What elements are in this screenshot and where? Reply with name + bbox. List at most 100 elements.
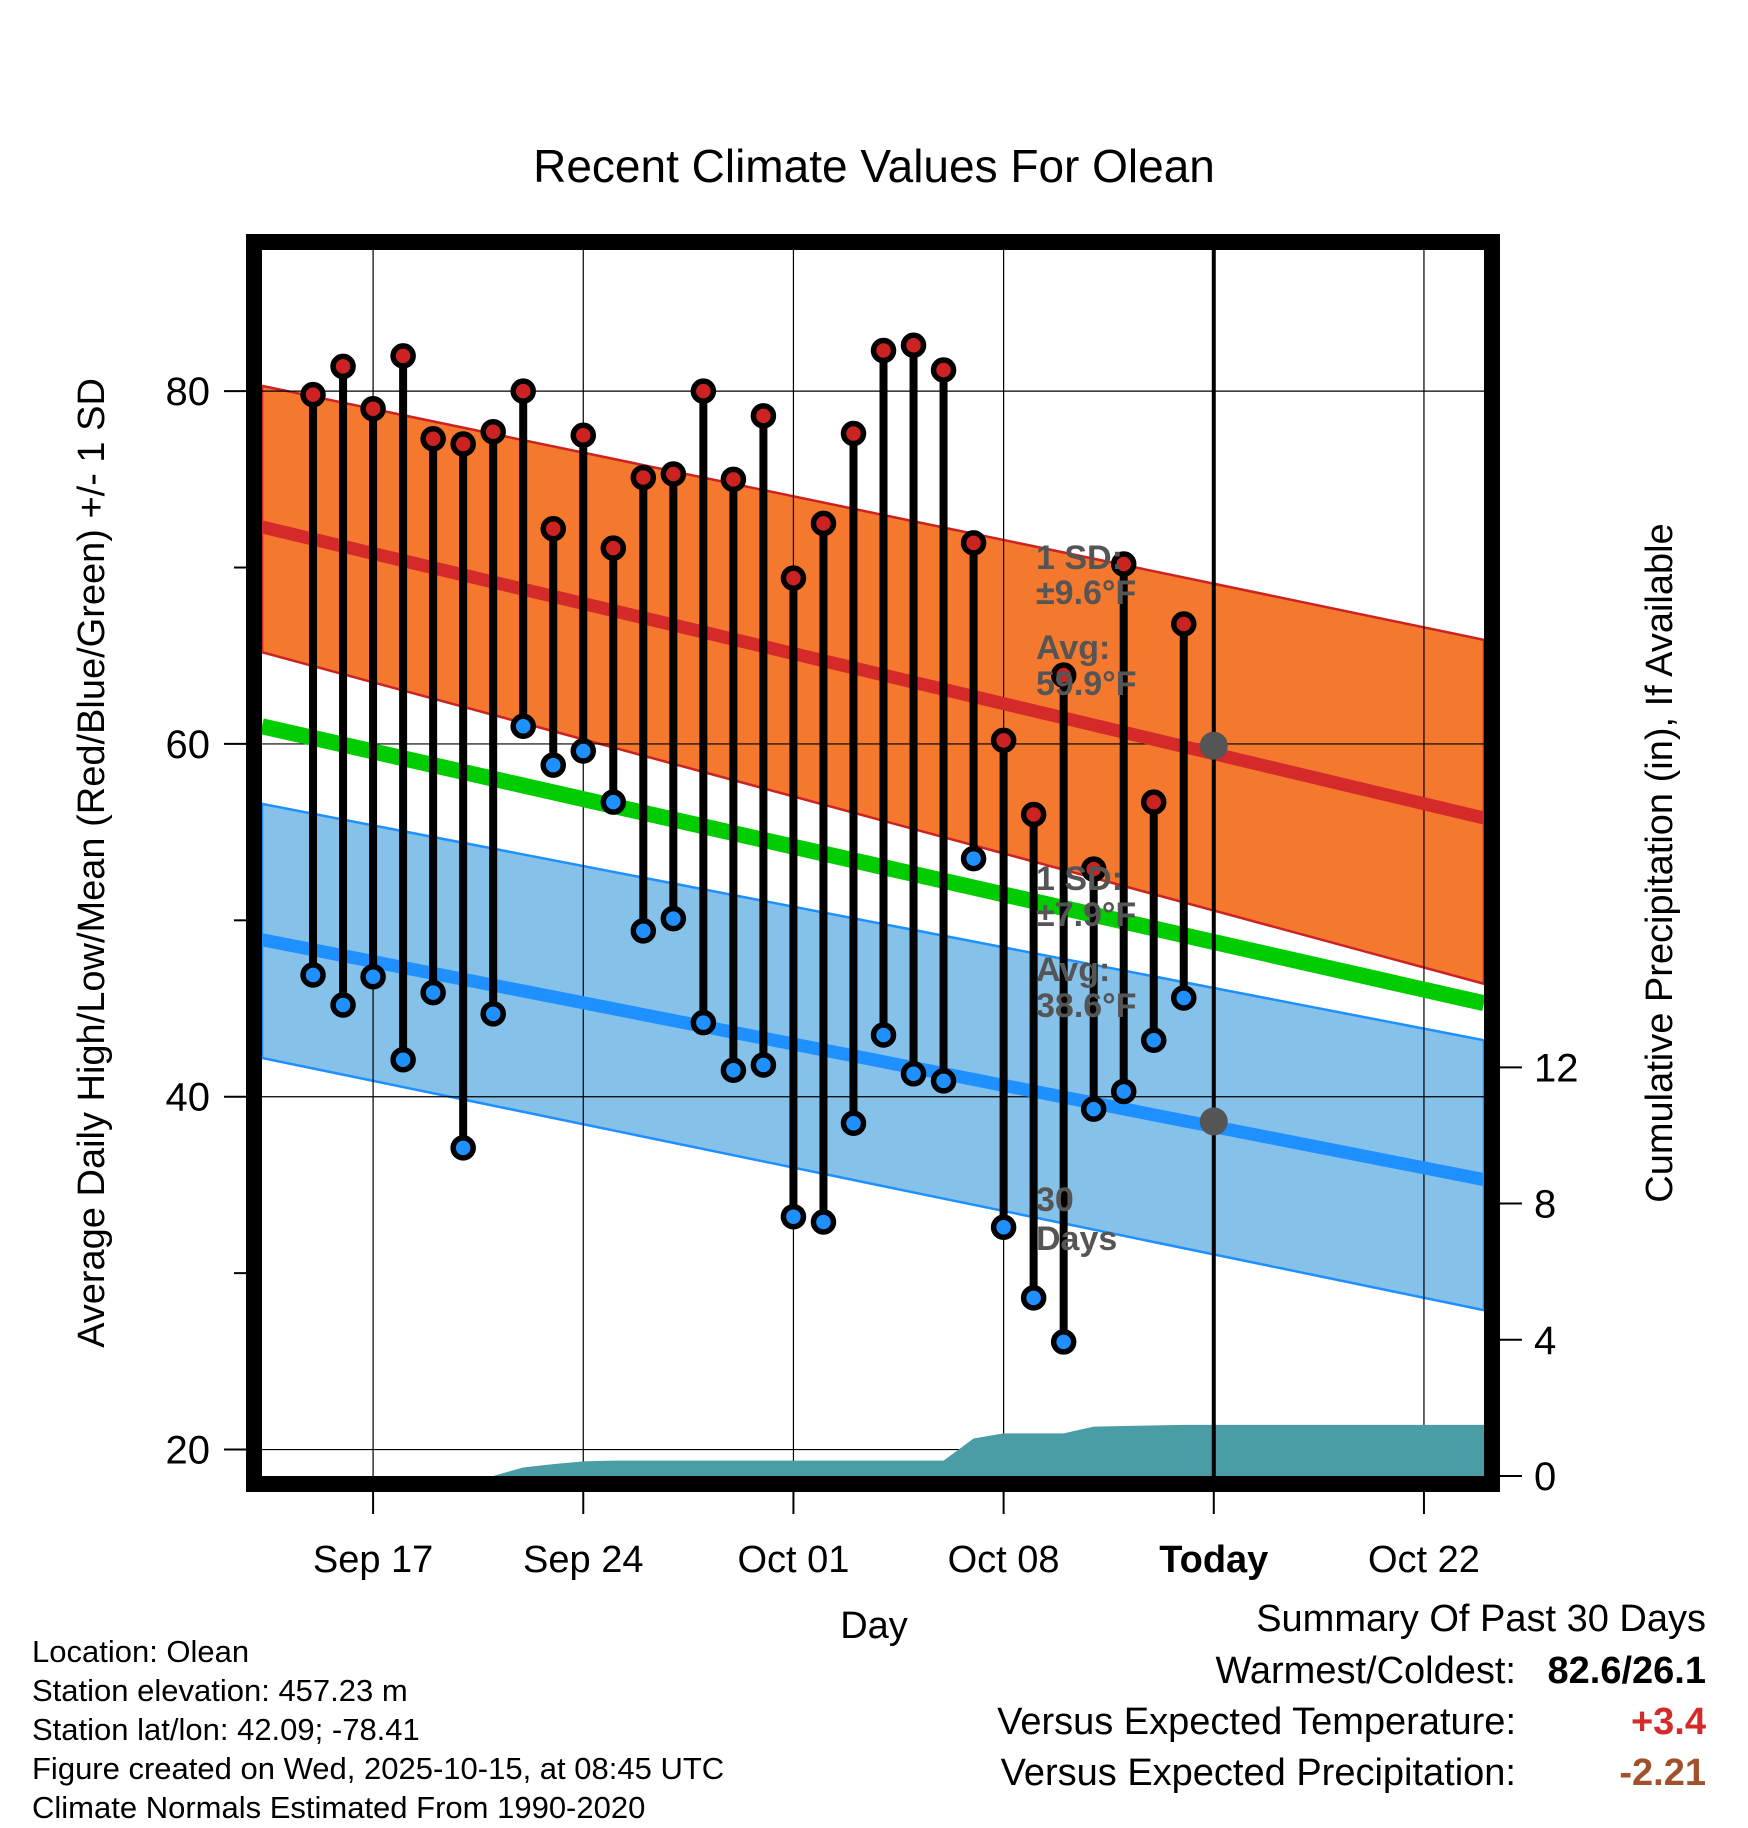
high-point-14 — [690, 378, 717, 404]
low-point-9 — [540, 752, 566, 778]
low-point-20 — [870, 1022, 897, 1048]
summary-temp-label: Versus Expected Temperature: — [997, 1701, 1516, 1743]
y-tick-label-60: 60 — [166, 723, 211, 767]
high-point-5 — [420, 426, 446, 452]
high-point-20 — [870, 337, 897, 364]
x-tick-label-1: Sep 24 — [523, 1539, 643, 1581]
y2-tick-label-8: 8 — [1534, 1183, 1556, 1227]
low-point-4 — [390, 1046, 416, 1073]
high-avg-label: Avg: — [1036, 629, 1110, 667]
low-point-16 — [750, 1052, 777, 1078]
summary-precip-label: Versus Expected Precipitation: — [1000, 1752, 1516, 1794]
info-created: Figure created on Wed, 2025-10-15, at 08… — [32, 1751, 725, 1786]
high-point-29 — [1140, 789, 1167, 815]
info-location: Location: Olean — [32, 1634, 250, 1669]
low-point-24 — [990, 1214, 1017, 1241]
y2-tick-label-4: 4 — [1534, 1319, 1556, 1363]
plot-overlay: 20 40 60 80 0 4 8 12 Sep 17 Sep 24 Oct 01 Oct 08 Tod… — [166, 234, 1579, 1581]
high-point-11 — [600, 535, 627, 561]
low-point-27 — [1080, 1096, 1107, 1122]
low-point-5 — [420, 979, 446, 1006]
low-sd-value: ±7.9°F — [1036, 896, 1136, 934]
high-point-18 — [810, 510, 837, 537]
low-point-18 — [810, 1209, 837, 1235]
today-high-avg-marker — [1199, 731, 1228, 760]
plot-frame — [246, 234, 1500, 1492]
low-point-26 — [1050, 1329, 1077, 1355]
low-point-30 — [1171, 985, 1197, 1011]
x-tick-label-0: Sep 17 — [313, 1539, 433, 1581]
summary-warmest-label: Warmest/Coldest: — [1215, 1650, 1516, 1692]
info-elevation: Station elevation: 457.23 m — [32, 1673, 408, 1708]
low-point-15 — [720, 1057, 747, 1084]
summary-warmest-row: Warmest/Coldest: 82.6/26.1 — [1215, 1650, 1706, 1693]
high-point-25 — [1020, 801, 1047, 828]
high-point-22 — [930, 357, 957, 383]
low-avg-label: Avg: — [1036, 951, 1110, 989]
low-point-13 — [660, 905, 687, 932]
high-point-28 — [1110, 551, 1137, 577]
high-point-9 — [540, 515, 566, 542]
high-point-1 — [300, 381, 326, 408]
low-point-25 — [1020, 1285, 1047, 1311]
summary-temp-value: +3.4 — [1630, 1701, 1706, 1743]
precip-area — [262, 1424, 1484, 1476]
high-point-2 — [330, 353, 356, 380]
high-point-21 — [900, 332, 927, 359]
high-point-26 — [1050, 662, 1077, 688]
high-point-23 — [960, 530, 987, 556]
low-avg-value: 38.6°F — [1036, 987, 1137, 1025]
low-point-8 — [510, 713, 536, 740]
high-point-4 — [390, 343, 416, 369]
summary-warmest-value: 82.6/26.1 — [1547, 1650, 1706, 1692]
info-normals: Climate Normals Estimated From 1990-2020 — [32, 1790, 646, 1825]
low-point-19 — [840, 1110, 867, 1136]
high-point-12 — [630, 464, 657, 491]
summary-precip-value: -2.21 — [1619, 1752, 1706, 1794]
x-tick-label-3: Oct 08 — [948, 1539, 1060, 1581]
low-point-17 — [780, 1203, 807, 1230]
info-latlon: Station lat/lon: 42.09; -78.41 — [32, 1712, 420, 1747]
low-point-14 — [690, 1009, 717, 1036]
low-point-10 — [570, 738, 597, 764]
high-point-24 — [990, 727, 1017, 754]
y-tick-label-20: 20 — [166, 1429, 211, 1473]
high-point-7 — [480, 418, 506, 445]
low-point-3 — [360, 964, 386, 990]
high-point-8 — [510, 378, 536, 404]
high-point-27 — [1080, 856, 1107, 882]
low-point-12 — [630, 918, 657, 944]
low-point-7 — [480, 1001, 506, 1027]
high-point-17 — [780, 565, 807, 591]
x-axis-label: Day — [840, 1605, 908, 1647]
high-sd-value: ±9.6°F — [1036, 574, 1136, 612]
y-tick-label-40: 40 — [166, 1076, 211, 1120]
y-tick-label-80: 80 — [166, 370, 211, 414]
summary-title: Summary Of Past 30 Days — [1256, 1598, 1706, 1640]
low-point-1 — [300, 962, 326, 988]
high-point-3 — [360, 396, 386, 422]
today-low-avg-marker — [1199, 1107, 1228, 1136]
high-sd-label: 1 SD: — [1036, 539, 1123, 577]
low-point-2 — [330, 992, 356, 1018]
chart-title: Recent Climate Values For Olean — [533, 140, 1215, 192]
x-tick-label-5: Oct 22 — [1368, 1539, 1480, 1581]
low-sd-label: 1 SD: — [1036, 860, 1123, 898]
x-tick-label-2: Oct 01 — [737, 1539, 849, 1581]
high-point-15 — [720, 466, 747, 493]
low-point-23 — [960, 845, 987, 872]
low-point-28 — [1110, 1078, 1137, 1105]
y2-tick-label-12: 12 — [1534, 1046, 1579, 1090]
low-point-6 — [450, 1135, 476, 1161]
summary-precip-row: Versus Expected Precipitation: -2.21 — [1001, 1752, 1706, 1795]
low-point-21 — [900, 1061, 927, 1087]
high-point-13 — [660, 461, 687, 487]
summary-temp-row: Versus Expected Temperature: +3.4 — [997, 1701, 1706, 1744]
y2-axis-label: Cumulative Precipitation (in), If Availa… — [1639, 523, 1681, 1202]
high-point-10 — [570, 422, 597, 448]
high-sd-band — [262, 384, 1484, 986]
low-point-11 — [600, 789, 627, 815]
high-point-6 — [450, 431, 476, 457]
